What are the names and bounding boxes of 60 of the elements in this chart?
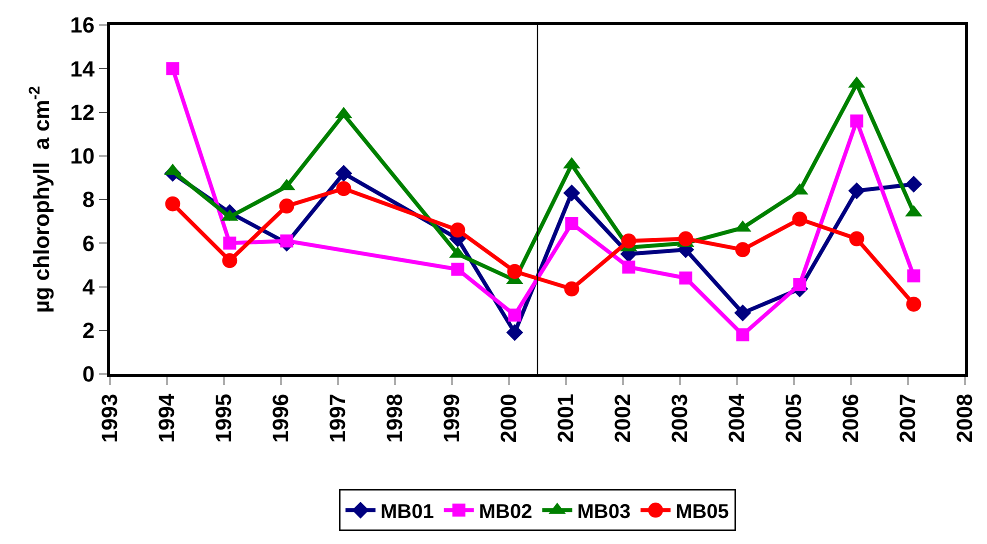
legend-label: MB03 [577,500,631,523]
point [678,231,694,246]
point [451,262,464,276]
point [223,236,236,250]
x-tick-label: 1998 [382,394,408,443]
x-tick-label: 2008 [952,394,978,443]
x-tick-label: 1995 [211,394,236,443]
legend-label: MB01 [380,500,434,523]
point [849,231,864,246]
x-tick-label: 2005 [781,394,806,443]
x-tick-label: 2006 [838,394,864,443]
point [450,222,466,238]
x-tick-label: 1997 [325,394,350,443]
x-tick-label: 2003 [667,394,692,443]
y-tick-label: 8 [82,187,95,212]
x-tick-label: 1996 [268,394,294,443]
point [166,62,180,76]
y-tick-label: 6 [82,230,95,256]
x-tick-label: 1994 [154,393,180,443]
point [335,164,352,182]
point [735,242,750,258]
point [507,264,522,279]
point [907,269,920,282]
point [506,324,524,342]
point [679,272,692,285]
point [563,184,580,202]
y-tick-label: 10 [70,144,95,169]
point [850,114,864,128]
point [621,233,636,248]
y-tick-label: 2 [82,318,95,344]
point [280,234,294,248]
point [736,328,750,342]
point [734,304,752,322]
legend-label: MB02 [478,500,532,523]
x-tick-label: 1993 [97,394,122,443]
x-tick-label: 2004 [724,393,750,443]
point [165,196,180,212]
point [848,182,866,200]
x-tick-label: 2002 [610,394,636,443]
y-tick-label: 4 [82,274,96,300]
x-tick-label: 2007 [895,394,920,443]
y-tick-label: 16 [70,12,95,38]
point [279,198,294,214]
point [564,281,580,296]
legend-label: MB05 [676,500,729,523]
point [905,176,922,193]
x-tick-label: 2001 [553,394,578,443]
point [792,212,808,227]
y-tick-label: 12 [70,100,95,125]
point [222,253,238,268]
point [336,181,352,196]
point [565,216,578,230]
point [793,278,806,292]
y-tick-label: 0 [82,362,95,387]
point [508,308,522,322]
x-tick-label: 1999 [439,394,464,443]
point [906,296,922,312]
y-tick-label: 14 [70,56,96,82]
x-tick-label: 2000 [496,394,522,443]
point [622,260,636,274]
